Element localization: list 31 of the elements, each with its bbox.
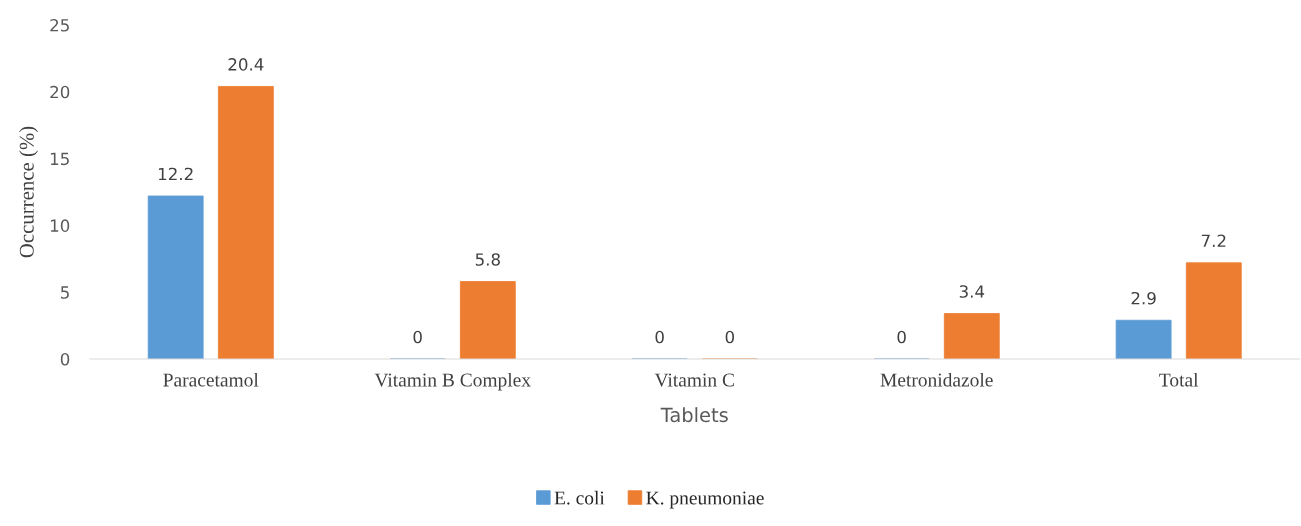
bar [459, 281, 516, 359]
bar [217, 86, 274, 359]
data-label: 0 [897, 330, 906, 344]
x-axis-title: Tablets [660, 407, 728, 423]
y-tick-label: 0 [60, 352, 70, 366]
data-label: 7.2 [1201, 234, 1226, 247]
legend-label: K. pneumoniae [646, 491, 764, 509]
data-label: 20.4 [228, 58, 264, 71]
y-tick-label: 10 [50, 219, 70, 232]
y-axis-title: Occurrence (%) [19, 126, 39, 258]
legend-label: E. coli [554, 490, 605, 505]
x-tick-label: Paracetamol [163, 372, 259, 387]
data-label: 0 [725, 330, 735, 344]
x-tick-label: Metronidazole [880, 372, 993, 387]
y-tick-label: 20 [50, 85, 70, 99]
x-tick-label: Vitamin C [654, 373, 734, 387]
bar [1185, 262, 1242, 359]
data-label: 3.4 [959, 285, 985, 298]
y-tick-label: 15 [50, 152, 69, 166]
data-label: 0 [413, 330, 422, 344]
y-tick-label: 5 [61, 286, 69, 299]
bar [147, 195, 204, 359]
bar [1115, 319, 1172, 359]
data-label: 2.9 [1131, 291, 1156, 305]
bar [943, 313, 1000, 359]
x-tick-label: Total [1159, 372, 1199, 387]
data-label: 12.2 [158, 167, 193, 181]
y-tick-label: 25 [50, 18, 69, 32]
data-label: 0 [655, 330, 664, 344]
x-tick-label: Vitamin B Complex [374, 372, 531, 391]
data-label: 5.8 [475, 253, 500, 266]
